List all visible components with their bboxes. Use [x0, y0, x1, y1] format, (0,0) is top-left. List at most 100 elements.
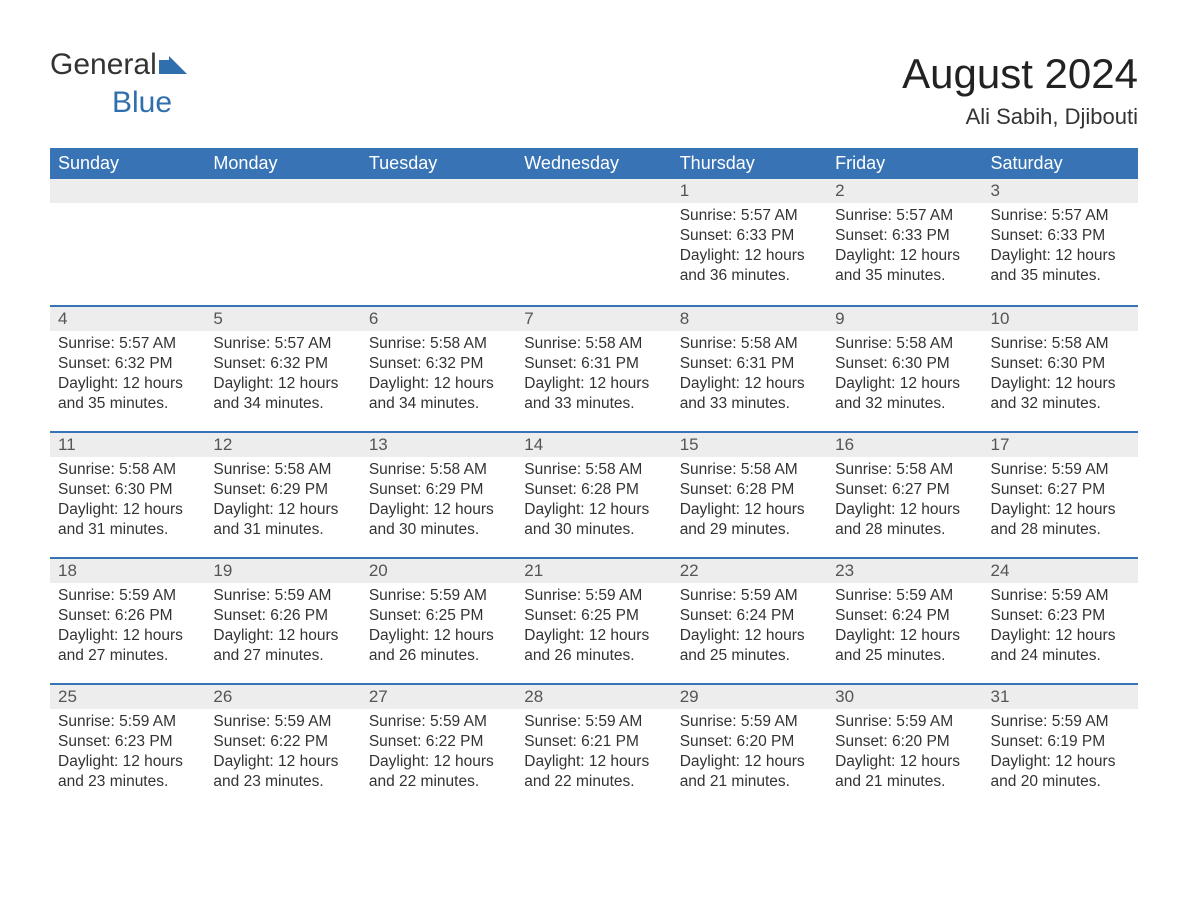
day-number: 26	[205, 683, 360, 709]
calendar-cell: 17Sunrise: 5:59 AMSunset: 6:27 PMDayligh…	[983, 431, 1138, 557]
day-body: Sunrise: 5:59 AMSunset: 6:20 PMDaylight:…	[672, 709, 827, 803]
calendar-week: 11Sunrise: 5:58 AMSunset: 6:30 PMDayligh…	[50, 431, 1138, 557]
sunrise-line: Sunrise: 5:57 AM	[680, 206, 819, 226]
sunset-line: Sunset: 6:20 PM	[835, 732, 974, 752]
month-title: August 2024	[902, 50, 1138, 98]
day-body: Sunrise: 5:58 AMSunset: 6:29 PMDaylight:…	[361, 457, 516, 551]
calendar-cell: 25Sunrise: 5:59 AMSunset: 6:23 PMDayligh…	[50, 683, 205, 809]
sunset-line: Sunset: 6:28 PM	[680, 480, 819, 500]
daylight-line: Daylight: 12 hours and 35 minutes.	[835, 246, 974, 286]
sunrise-line: Sunrise: 5:59 AM	[991, 586, 1130, 606]
day-body: Sunrise: 5:59 AMSunset: 6:22 PMDaylight:…	[361, 709, 516, 803]
day-number: 27	[361, 683, 516, 709]
calendar-cell: 8Sunrise: 5:58 AMSunset: 6:31 PMDaylight…	[672, 305, 827, 431]
calendar-cell: 24Sunrise: 5:59 AMSunset: 6:23 PMDayligh…	[983, 557, 1138, 683]
sunset-line: Sunset: 6:23 PM	[991, 606, 1130, 626]
calendar-cell: 6Sunrise: 5:58 AMSunset: 6:32 PMDaylight…	[361, 305, 516, 431]
day-body: Sunrise: 5:59 AMSunset: 6:23 PMDaylight:…	[983, 583, 1138, 677]
sunrise-line: Sunrise: 5:59 AM	[524, 586, 663, 606]
day-body: Sunrise: 5:58 AMSunset: 6:28 PMDaylight:…	[672, 457, 827, 551]
sunrise-line: Sunrise: 5:59 AM	[58, 586, 197, 606]
sunset-line: Sunset: 6:31 PM	[524, 354, 663, 374]
day-body: Sunrise: 5:57 AMSunset: 6:33 PMDaylight:…	[983, 203, 1138, 297]
calendar-week: 1Sunrise: 5:57 AMSunset: 6:33 PMDaylight…	[50, 179, 1138, 305]
daylight-line: Daylight: 12 hours and 21 minutes.	[835, 752, 974, 792]
daylight-line: Daylight: 12 hours and 34 minutes.	[213, 374, 352, 414]
day-header: Saturday	[983, 148, 1138, 179]
daylight-line: Daylight: 12 hours and 26 minutes.	[524, 626, 663, 666]
sunset-line: Sunset: 6:19 PM	[991, 732, 1130, 752]
day-number: 15	[672, 431, 827, 457]
day-body: Sunrise: 5:57 AMSunset: 6:33 PMDaylight:…	[672, 203, 827, 297]
calendar-cell: 30Sunrise: 5:59 AMSunset: 6:20 PMDayligh…	[827, 683, 982, 809]
day-body: Sunrise: 5:59 AMSunset: 6:20 PMDaylight:…	[827, 709, 982, 803]
sunrise-line: Sunrise: 5:58 AM	[58, 460, 197, 480]
calendar-cell: 2Sunrise: 5:57 AMSunset: 6:33 PMDaylight…	[827, 179, 982, 305]
sunset-line: Sunset: 6:31 PM	[680, 354, 819, 374]
daylight-line: Daylight: 12 hours and 35 minutes.	[58, 374, 197, 414]
daylight-line: Daylight: 12 hours and 28 minutes.	[835, 500, 974, 540]
day-number: 30	[827, 683, 982, 709]
sunrise-line: Sunrise: 5:59 AM	[991, 460, 1130, 480]
day-number: 7	[516, 305, 671, 331]
sunset-line: Sunset: 6:28 PM	[524, 480, 663, 500]
day-number: 2	[827, 179, 982, 203]
sunrise-line: Sunrise: 5:59 AM	[680, 712, 819, 732]
day-body: Sunrise: 5:59 AMSunset: 6:26 PMDaylight:…	[50, 583, 205, 677]
calendar-week: 18Sunrise: 5:59 AMSunset: 6:26 PMDayligh…	[50, 557, 1138, 683]
calendar-cell: 20Sunrise: 5:59 AMSunset: 6:25 PMDayligh…	[361, 557, 516, 683]
day-body: Sunrise: 5:59 AMSunset: 6:21 PMDaylight:…	[516, 709, 671, 803]
sunset-line: Sunset: 6:33 PM	[991, 226, 1130, 246]
day-body: Sunrise: 5:58 AMSunset: 6:28 PMDaylight:…	[516, 457, 671, 551]
daylight-line: Daylight: 12 hours and 28 minutes.	[991, 500, 1130, 540]
calendar-cell: 22Sunrise: 5:59 AMSunset: 6:24 PMDayligh…	[672, 557, 827, 683]
day-body: Sunrise: 5:59 AMSunset: 6:25 PMDaylight:…	[516, 583, 671, 677]
sunrise-line: Sunrise: 5:59 AM	[991, 712, 1130, 732]
logo-flag-icon	[159, 50, 187, 80]
sunrise-line: Sunrise: 5:59 AM	[369, 586, 508, 606]
sunset-line: Sunset: 6:30 PM	[58, 480, 197, 500]
sunset-line: Sunset: 6:32 PM	[58, 354, 197, 374]
sunset-line: Sunset: 6:23 PM	[58, 732, 197, 752]
sunrise-line: Sunrise: 5:58 AM	[680, 334, 819, 354]
daylight-line: Daylight: 12 hours and 23 minutes.	[58, 752, 197, 792]
day-header: Friday	[827, 148, 982, 179]
day-body: Sunrise: 5:58 AMSunset: 6:30 PMDaylight:…	[827, 331, 982, 425]
day-number: 23	[827, 557, 982, 583]
sunrise-line: Sunrise: 5:58 AM	[369, 334, 508, 354]
daylight-line: Daylight: 12 hours and 34 minutes.	[369, 374, 508, 414]
daylight-line: Daylight: 12 hours and 27 minutes.	[58, 626, 197, 666]
calendar-table: SundayMondayTuesdayWednesdayThursdayFrid…	[50, 148, 1138, 809]
day-body: Sunrise: 5:59 AMSunset: 6:26 PMDaylight:…	[205, 583, 360, 677]
day-number: 29	[672, 683, 827, 709]
daylight-line: Daylight: 12 hours and 20 minutes.	[991, 752, 1130, 792]
sunrise-line: Sunrise: 5:59 AM	[58, 712, 197, 732]
day-body: Sunrise: 5:58 AMSunset: 6:30 PMDaylight:…	[50, 457, 205, 551]
day-number: 25	[50, 683, 205, 709]
day-body: Sunrise: 5:57 AMSunset: 6:32 PMDaylight:…	[50, 331, 205, 425]
day-header: Thursday	[672, 148, 827, 179]
day-body: Sunrise: 5:59 AMSunset: 6:23 PMDaylight:…	[50, 709, 205, 803]
day-header: Monday	[205, 148, 360, 179]
day-body: Sunrise: 5:59 AMSunset: 6:24 PMDaylight:…	[827, 583, 982, 677]
sunset-line: Sunset: 6:32 PM	[369, 354, 508, 374]
day-header: Sunday	[50, 148, 205, 179]
daylight-line: Daylight: 12 hours and 32 minutes.	[991, 374, 1130, 414]
sunset-line: Sunset: 6:25 PM	[369, 606, 508, 626]
daylight-line: Daylight: 12 hours and 23 minutes.	[213, 752, 352, 792]
calendar-cell: 1Sunrise: 5:57 AMSunset: 6:33 PMDaylight…	[672, 179, 827, 305]
day-number: 8	[672, 305, 827, 331]
sunrise-line: Sunrise: 5:57 AM	[58, 334, 197, 354]
sunset-line: Sunset: 6:26 PM	[58, 606, 197, 626]
day-body: Sunrise: 5:58 AMSunset: 6:27 PMDaylight:…	[827, 457, 982, 551]
calendar-cell: 15Sunrise: 5:58 AMSunset: 6:28 PMDayligh…	[672, 431, 827, 557]
sunrise-line: Sunrise: 5:59 AM	[835, 712, 974, 732]
calendar-cell: 14Sunrise: 5:58 AMSunset: 6:28 PMDayligh…	[516, 431, 671, 557]
day-number: 18	[50, 557, 205, 583]
sunset-line: Sunset: 6:22 PM	[369, 732, 508, 752]
sunrise-line: Sunrise: 5:59 AM	[213, 586, 352, 606]
title-block: August 2024 Ali Sabih, Djibouti	[902, 50, 1138, 130]
sunrise-line: Sunrise: 5:58 AM	[835, 460, 974, 480]
daylight-line: Daylight: 12 hours and 24 minutes.	[991, 626, 1130, 666]
empty-day-number	[50, 179, 205, 203]
